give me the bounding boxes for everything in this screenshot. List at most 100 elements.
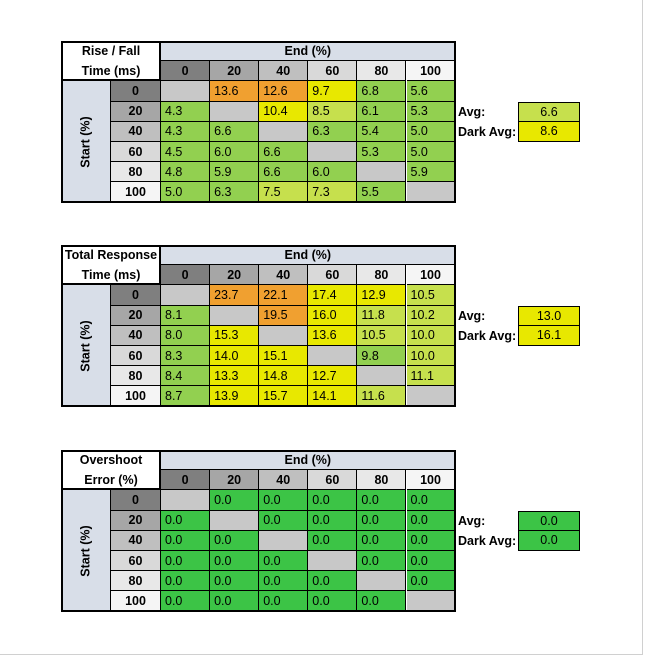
value-cell: 15.3 <box>210 325 260 346</box>
table-title-line: Rise / Fall <box>81 44 141 59</box>
title-block-outline <box>61 41 161 82</box>
value-cell <box>357 162 407 183</box>
value-cell <box>308 346 358 367</box>
value-cell: 0.0 <box>210 571 260 592</box>
value-cell: 19.5 <box>259 305 309 326</box>
avg-value: 6.6 <box>518 101 580 122</box>
col-header-20: 20 <box>210 61 260 82</box>
value-cell: 8.0 <box>161 325 211 346</box>
col-header-0: 0 <box>161 470 211 491</box>
value-cell <box>210 305 260 326</box>
col-header-100: 100 <box>406 265 456 286</box>
dark-avg-label: Dark Avg: <box>458 124 517 139</box>
row-axis-header: Start (%) <box>61 81 111 203</box>
value-cell: 11.1 <box>406 366 456 387</box>
title-block-outline <box>61 245 161 286</box>
value-cell: 0.0 <box>357 530 407 551</box>
col-header-40: 40 <box>259 61 309 82</box>
value-cell: 0.0 <box>406 490 456 511</box>
row-header-40: 40 <box>111 530 161 551</box>
table-outline <box>61 41 456 203</box>
col-header-20: 20 <box>210 470 260 491</box>
value-cell <box>161 490 211 511</box>
value-cell: 12.7 <box>308 366 358 387</box>
value-cell: 5.3 <box>357 142 407 163</box>
value-cell <box>161 285 211 306</box>
value-cell: 13.6 <box>308 325 358 346</box>
col-header-0: 0 <box>161 265 211 286</box>
value-cell: 10.0 <box>406 325 456 346</box>
avg-label: Avg: <box>458 308 486 323</box>
col-header-100: 100 <box>406 470 456 491</box>
col-header-20: 20 <box>210 265 260 286</box>
table-title-line: Error (%) <box>84 473 138 488</box>
value-cell: 6.8 <box>357 81 407 102</box>
value-cell <box>308 142 358 163</box>
value-cell: 0.0 <box>406 571 456 592</box>
value-cell: 10.5 <box>357 325 407 346</box>
value-cell: 0.0 <box>210 490 260 511</box>
value-cell: 0.0 <box>406 551 456 572</box>
value-cell: 0.0 <box>357 510 407 531</box>
value-cell: 0.0 <box>210 551 260 572</box>
row-header-0: 0 <box>111 490 161 511</box>
row-axis-header: Start (%) <box>61 285 111 407</box>
table-title-line: Total Response <box>64 248 158 263</box>
avg-label: Avg: <box>458 513 486 528</box>
col-header-100: 100 <box>406 61 456 82</box>
value-cell: 8.1 <box>161 305 211 326</box>
value-cell: 23.7 <box>210 285 260 306</box>
row-header-60: 60 <box>111 142 161 163</box>
table-title-line: Overshoot <box>79 453 143 468</box>
table-title-line: Time (ms) <box>81 64 141 79</box>
row-header-40: 40 <box>111 121 161 142</box>
table-title-line: Time (ms) <box>81 268 141 283</box>
col-axis-header: End (%) <box>161 245 456 266</box>
value-cell: 0.0 <box>161 510 211 531</box>
value-cell: 14.8 <box>259 366 309 387</box>
dark-avg-value: 16.1 <box>518 325 580 346</box>
value-cell: 7.3 <box>308 182 358 203</box>
value-cell: 5.3 <box>406 101 456 122</box>
row-header-0: 0 <box>111 81 161 102</box>
col-axis-header: End (%) <box>161 41 456 62</box>
col-header-40: 40 <box>259 470 309 491</box>
value-cell: 4.3 <box>161 101 211 122</box>
value-cell: 6.3 <box>210 182 260 203</box>
avg-value: 13.0 <box>518 305 580 326</box>
value-cell: 15.7 <box>259 386 309 407</box>
col-header-0: 0 <box>161 61 211 82</box>
value-cell: 15.1 <box>259 346 309 367</box>
value-cell: 12.6 <box>259 81 309 102</box>
value-cell: 14.0 <box>210 346 260 367</box>
row-axis-header: Start (%) <box>61 490 111 612</box>
value-cell: 0.0 <box>308 490 358 511</box>
dark-avg-value: 0.0 <box>518 530 580 551</box>
dark-avg-label: Dark Avg: <box>458 328 517 343</box>
value-cell: 6.0 <box>210 142 260 163</box>
value-cell: 5.4 <box>357 121 407 142</box>
row-header-80: 80 <box>111 366 161 387</box>
value-cell: 0.0 <box>406 510 456 531</box>
value-cell <box>357 366 407 387</box>
value-cell <box>210 510 260 531</box>
value-cell: 13.6 <box>210 81 260 102</box>
value-cell: 0.0 <box>259 591 309 612</box>
row-header-60: 60 <box>111 551 161 572</box>
value-cell: 9.7 <box>308 81 358 102</box>
value-cell: 0.0 <box>308 530 358 551</box>
value-cell: 0.0 <box>259 490 309 511</box>
value-cell: 8.5 <box>308 101 358 122</box>
col-header-60: 60 <box>308 470 358 491</box>
value-cell: 16.0 <box>308 305 358 326</box>
value-cell: 5.9 <box>210 162 260 183</box>
value-cell: 0.0 <box>357 551 407 572</box>
value-cell: 6.0 <box>308 162 358 183</box>
value-cell: 8.4 <box>161 366 211 387</box>
value-cell <box>259 530 309 551</box>
avg-label: Avg: <box>458 104 486 119</box>
dark-avg-value: 8.6 <box>518 121 580 142</box>
value-cell <box>308 551 358 572</box>
col-header-60: 60 <box>308 61 358 82</box>
